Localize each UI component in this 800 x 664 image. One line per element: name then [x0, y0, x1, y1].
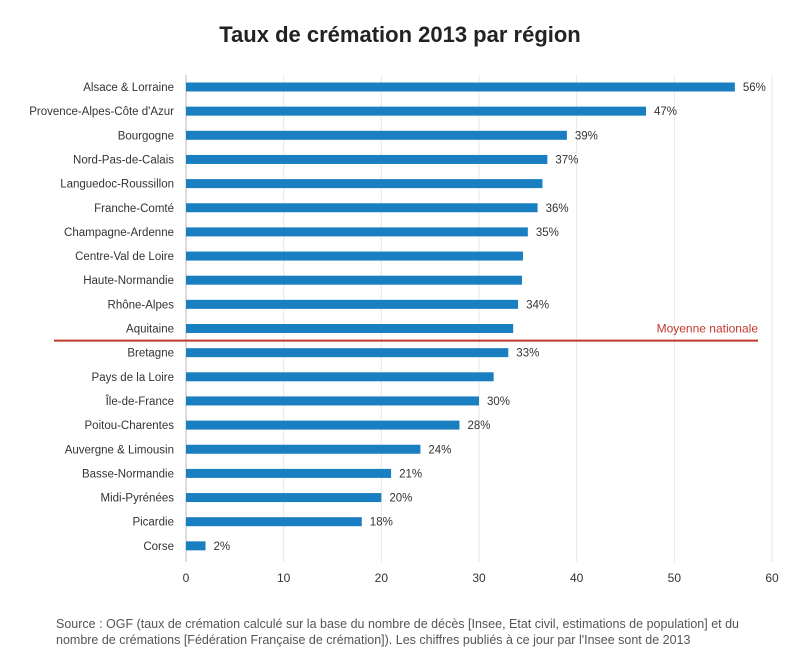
- category-label: Pays de la Loire: [92, 372, 174, 384]
- data-label: 36%: [546, 203, 569, 215]
- x-tick-label: 40: [570, 571, 584, 585]
- x-tick-label: 50: [668, 571, 682, 585]
- reference-line-label: Moyenne nationale: [657, 322, 759, 336]
- category-label: Languedoc-Roussillon: [60, 179, 174, 191]
- data-label: 18%: [370, 517, 393, 529]
- category-label: Corse: [143, 541, 174, 553]
- data-label: 24%: [428, 444, 451, 456]
- category-labels: Alsace & Lorraine Provence-Alpes-Côte d'A…: [29, 82, 174, 553]
- data-label: 47%: [654, 106, 677, 118]
- data-label: 37%: [555, 154, 578, 166]
- data-label: 28%: [467, 420, 490, 432]
- category-label: Haute-Normandie: [83, 275, 174, 287]
- value-labels: 56% 47% 39% 37% 36% 35% 34% 33% 30% 28% 24% 21% 20% 1…: [214, 82, 766, 553]
- bar-chart: Alsace & Lorraine Provence-Alpes-Côte d'A…: [29, 75, 779, 585]
- x-tick-label: 0: [183, 571, 190, 585]
- data-label: 56%: [743, 82, 766, 94]
- data-label: 34%: [526, 299, 549, 311]
- data-label: 33%: [516, 348, 539, 360]
- bar: [186, 82, 735, 92]
- bar: [186, 517, 362, 527]
- category-label: Basse-Normandie: [82, 468, 174, 480]
- category-label: Centre-Val de Loire: [75, 251, 174, 263]
- category-label: Île-de-France: [105, 395, 174, 408]
- category-label: Provence-Alpes-Côte d'Azur: [29, 106, 174, 118]
- bar: [186, 106, 647, 116]
- bar: [186, 348, 509, 358]
- bar: [186, 468, 392, 478]
- bar: [186, 324, 514, 333]
- bar: [186, 299, 519, 309]
- x-axis: 0 10 20 30 40 50 60: [183, 571, 779, 585]
- data-label: 2%: [214, 541, 231, 553]
- gridlines: [185, 75, 773, 562]
- category-label: Champagne-Ardenne: [64, 227, 174, 239]
- category-label: Poitou-Charentes: [85, 420, 175, 432]
- x-tick-label: 10: [277, 571, 291, 585]
- data-label: 35%: [536, 227, 559, 239]
- category-label: Franche-Comté: [94, 203, 174, 215]
- source-note: Source : OGF (taux de crémation calculé …: [56, 617, 740, 647]
- category-label: Midi-Pyrénées: [101, 493, 175, 505]
- bar: [186, 203, 538, 213]
- data-label: 30%: [487, 396, 510, 408]
- bar: [186, 396, 479, 406]
- category-label: Alsace & Lorraine: [83, 82, 174, 94]
- bar: [186, 275, 522, 285]
- category-label: Aquitaine: [126, 324, 174, 336]
- category-label: Rhône-Alpes: [108, 299, 175, 311]
- bar: [186, 493, 382, 503]
- bar: [186, 130, 567, 140]
- bar: [186, 227, 528, 237]
- chart-title: Taux de crémation 2013 par région: [219, 22, 581, 47]
- bar: [186, 179, 543, 189]
- category-label: Nord-Pas-de-Calais: [73, 154, 174, 166]
- bars: [186, 82, 735, 551]
- bar: [186, 420, 460, 430]
- data-label: 21%: [399, 468, 422, 480]
- category-label: Bourgogne: [118, 130, 174, 142]
- category-label: Bretagne: [127, 348, 174, 360]
- bar: [186, 541, 206, 551]
- x-tick-label: 30: [472, 571, 486, 585]
- bar: [186, 251, 523, 261]
- category-label: Picardie: [132, 517, 174, 529]
- x-tick-label: 60: [765, 571, 779, 585]
- data-label: 39%: [575, 130, 598, 142]
- category-label: Auvergne & Limousin: [65, 444, 174, 456]
- reference-line-group: Moyenne nationale: [54, 322, 759, 342]
- bar: [186, 154, 548, 164]
- bar: [186, 444, 421, 454]
- data-label: 20%: [389, 493, 412, 505]
- bar: [186, 372, 494, 382]
- x-tick-label: 20: [375, 571, 389, 585]
